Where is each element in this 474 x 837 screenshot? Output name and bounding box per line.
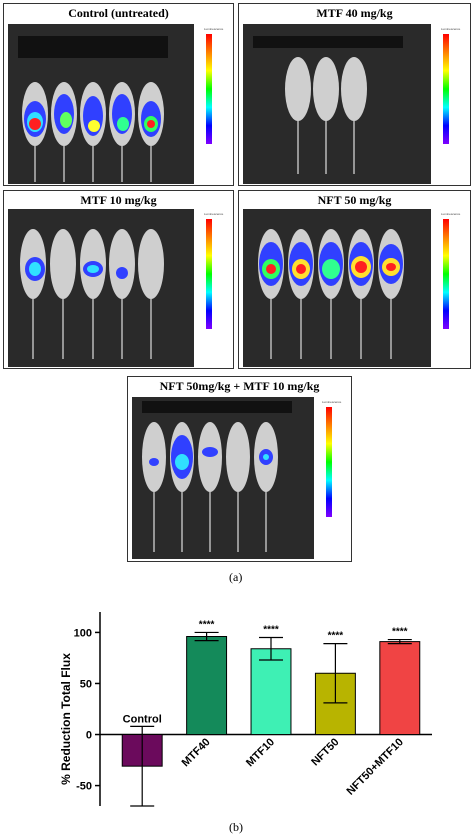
bar-nft50-mtf10 [379,641,421,736]
mouse-image-drawing [253,36,403,174]
color-scale: Luminescence [196,209,232,367]
y-tick-label: 50 [80,678,92,690]
mouse-image [243,209,431,367]
significance-label: **** [392,627,408,638]
significance-label: **** [328,631,344,642]
significance-label: **** [199,619,215,630]
y-tick-label: 0 [86,730,92,742]
scale-label: Luminescence [322,400,342,404]
color-scale: Luminescence [196,24,232,184]
scale-bar [206,34,212,144]
panel-mtf10: MTF 10 mg/kg Luminescence [3,190,234,369]
mouse-image-drawing [20,229,164,359]
mouse-image-drawing [18,36,168,182]
mouse-image-drawing [142,401,292,552]
scale-label: Luminescence [204,27,224,31]
scale-bar [206,219,212,329]
mouse-image [243,24,431,184]
scale-label: Luminescence [204,212,224,216]
mouse-image [8,24,194,184]
category-label: MTF10 [244,736,277,769]
chart-marks: -50 0 50 100 Control **** MTF40 **** MTF10 **** NF… [74,612,432,807]
category-label: MTF40 [180,736,213,769]
bar-chart: % Reduction Total Flux -50 0 50 100 Control *… [59,612,432,807]
color-scale: Luminescence [316,397,350,559]
mouse-image [132,397,314,559]
y-axis-label: % Reduction Total Flux [59,653,73,785]
panel-nft50-mtf10: NFT 50mg/kg + MTF 10 mg/kg Luminescence [127,376,352,562]
bar-mtf10 [250,648,292,736]
panel-control: Control (untreated) Luminescence [3,3,234,186]
category-label: Control [123,714,162,726]
color-scale: Luminescence [433,24,469,184]
panel-title: Control (untreated) [68,6,169,20]
bar-mtf40 [186,636,228,736]
panel-title: MTF 10 mg/kg [80,193,157,207]
category-label: NFT50 [309,736,341,768]
scale-bar [443,219,449,329]
mouse-image-drawing [258,229,404,359]
y-tick-label: 100 [74,627,92,639]
scale-label: Luminescence [441,27,461,31]
panel-title: NFT 50mg/kg + MTF 10 mg/kg [159,379,320,393]
panel-nft50: NFT 50 mg/kg Luminescence [238,190,471,369]
mouse-image [8,209,194,367]
caption-a: (a) [229,570,243,584]
scale-label: Luminescence [441,212,461,216]
category-label: NFT50+MTF10 [344,736,405,797]
y-tick-label: -50 [76,781,92,793]
caption-b: (b) [229,820,243,834]
panel-title: MTF 40 mg/kg [316,6,393,20]
significance-label: **** [263,625,279,636]
panel-title: NFT 50 mg/kg [317,193,392,207]
color-scale: Luminescence [433,209,469,367]
scale-bar [326,407,332,517]
scale-bar [443,34,449,144]
panel-mtf40: MTF 40 mg/kg Luminescence [238,3,471,186]
